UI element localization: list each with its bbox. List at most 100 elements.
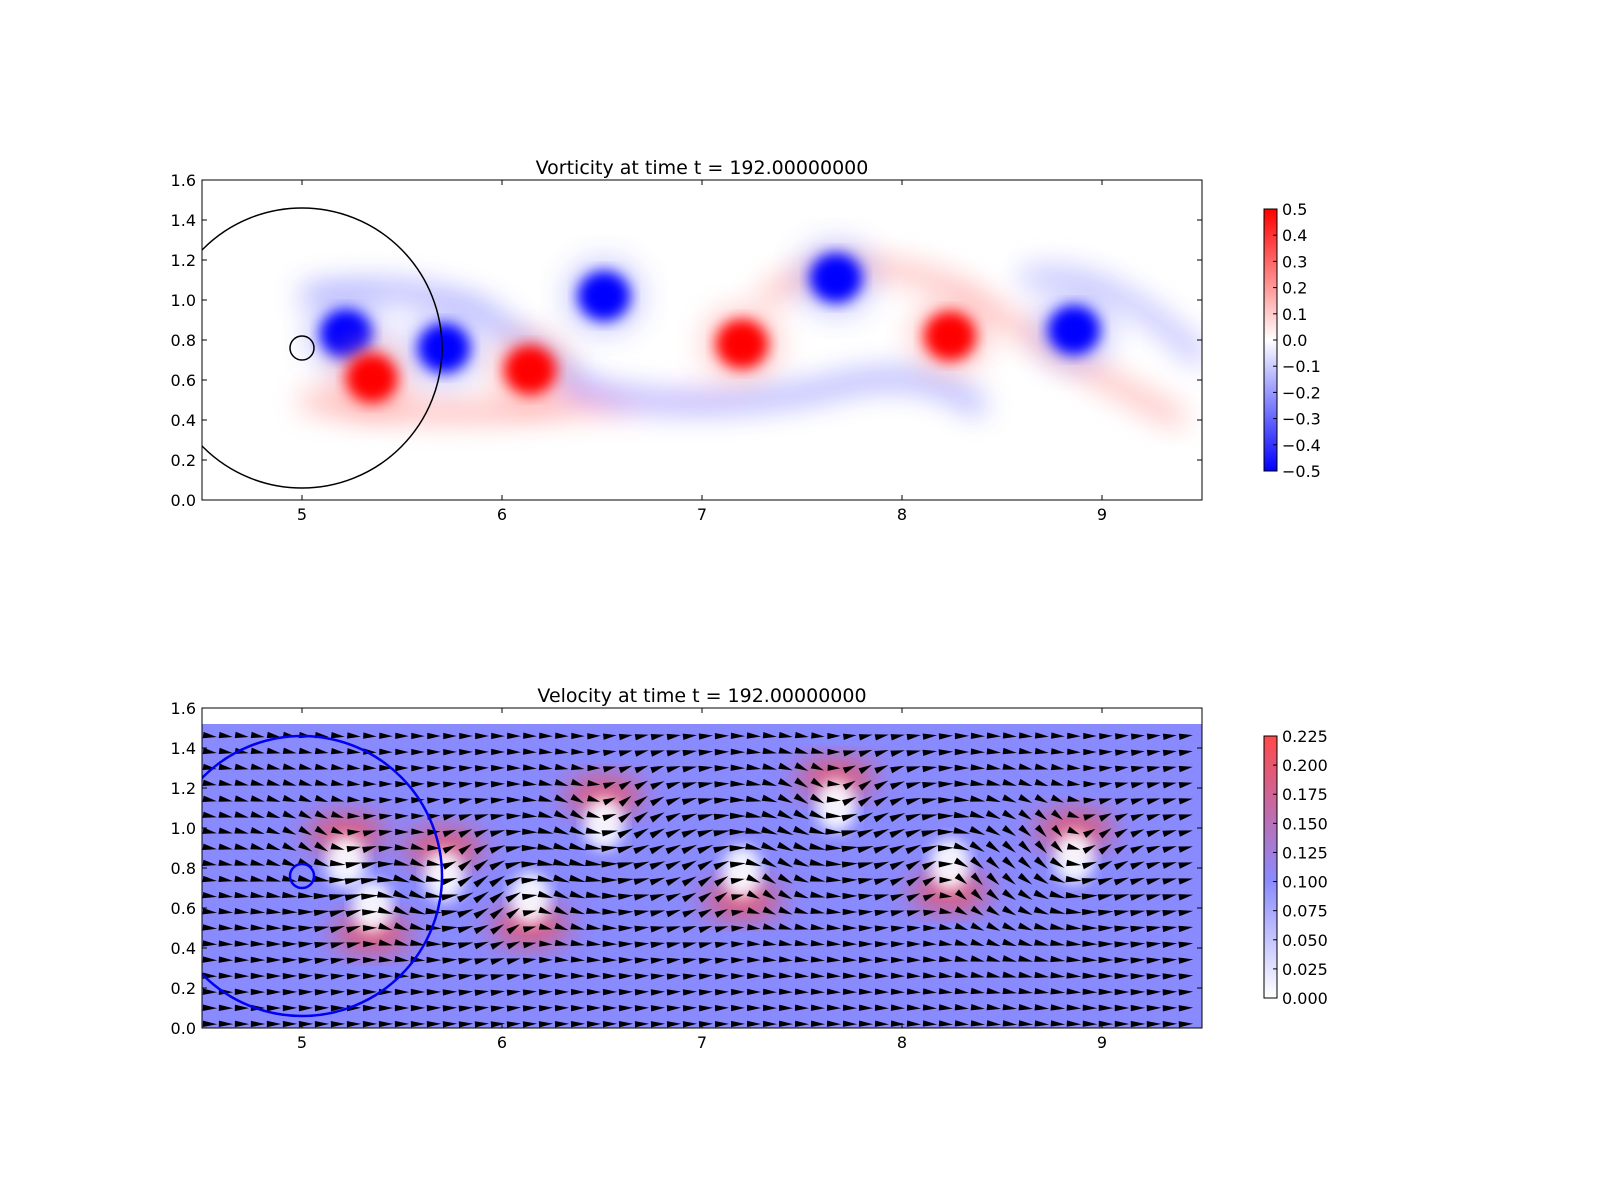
velocity-arrow <box>873 796 889 807</box>
vorticity-xtick-label: 8 <box>897 505 907 524</box>
velocity-arrow <box>506 1005 521 1012</box>
velocity-arrow <box>1082 828 1096 838</box>
velocity-arrow <box>1018 971 1034 978</box>
velocity-arrow <box>1002 809 1017 820</box>
velocity-arrow <box>537 890 554 899</box>
velocity-arrow <box>202 924 218 931</box>
velocity-arrow <box>394 844 410 851</box>
velocity-arrow <box>425 891 443 899</box>
velocity-arrow <box>442 1021 458 1028</box>
velocity-arrow <box>649 893 666 902</box>
velocity-arrow <box>938 765 954 772</box>
velocity-arrow <box>810 940 825 947</box>
velocity-arrow <box>714 926 729 933</box>
velocity-arrow <box>937 813 954 820</box>
velocity-arrow <box>234 924 250 931</box>
velocity-arrow <box>282 940 298 948</box>
velocity-arrow <box>427 781 441 788</box>
velocity-arrow <box>731 988 745 996</box>
velocity-arrow <box>922 733 938 740</box>
velocity-arrow <box>458 989 474 996</box>
velocity-arrow <box>1162 782 1177 789</box>
velocity-arrow <box>314 989 330 996</box>
velocity-arrow <box>1002 938 1017 947</box>
velocity-arrow <box>874 988 889 995</box>
velocity-arrow <box>491 764 505 772</box>
velocity-cbar-tick-label: 0.225 <box>1282 727 1328 746</box>
vorticity-ytick-label: 1.4 <box>171 211 196 230</box>
velocity-arrow <box>682 926 697 934</box>
velocity-arrow <box>1002 987 1018 995</box>
velocity-arrow <box>714 1020 729 1028</box>
velocity-arrow <box>698 925 713 934</box>
velocity-arrow <box>505 846 522 853</box>
velocity-arrow <box>826 1020 841 1027</box>
velocity-arrow <box>553 842 571 851</box>
velocity-arrow <box>1066 972 1082 979</box>
velocity-arrow <box>954 939 969 946</box>
velocity-arrow <box>1082 940 1098 947</box>
velocity-arrow <box>330 957 346 965</box>
velocity-arrow <box>970 955 985 962</box>
velocity-arrow <box>473 924 489 935</box>
velocity-arrow <box>682 973 697 980</box>
velocity-arrow <box>874 734 889 741</box>
velocity-arrow <box>553 890 570 899</box>
velocity-arrow <box>266 826 281 835</box>
velocity-arrow <box>474 1005 490 1012</box>
velocity-arrow <box>426 1021 442 1028</box>
velocity-arrow <box>761 873 777 885</box>
velocity-arrow <box>777 841 794 852</box>
velocity-arrow <box>906 893 921 902</box>
velocity-arrow <box>410 988 426 996</box>
velocity-cbar-tick-label: 0.175 <box>1282 785 1328 804</box>
velocity-arrow <box>298 763 313 770</box>
velocity-arrow <box>1034 824 1047 838</box>
velocity-arrow <box>714 973 729 980</box>
velocity-cbar-tick-label: 0.050 <box>1282 931 1328 950</box>
velocity-arrow <box>1178 830 1193 837</box>
velocity-arrow <box>907 956 921 963</box>
velocity-low-core <box>584 798 624 850</box>
velocity-arrow <box>697 814 714 821</box>
velocity-arrow <box>552 858 571 867</box>
velocity-arrow <box>569 874 587 883</box>
velocity-arrow <box>731 941 745 948</box>
vorticity-xtick-label: 5 <box>297 505 307 524</box>
velocity-arrow <box>1083 748 1097 756</box>
velocity-arrow <box>666 750 681 757</box>
velocity-arrow <box>457 892 474 903</box>
velocity-arrow <box>842 988 857 995</box>
velocity-arrow <box>601 876 619 884</box>
velocity-x-ticks: 5 6 7 8 9 <box>297 708 1107 1052</box>
velocity-arrow <box>1002 856 1016 870</box>
velocity-arrow <box>473 875 489 888</box>
velocity-arrow <box>443 732 457 740</box>
velocity-arrow <box>1130 1004 1146 1012</box>
velocity-arrow <box>1162 1005 1178 1012</box>
velocity-arrow <box>490 781 505 788</box>
velocity-arrow <box>458 814 473 821</box>
velocity-arrow <box>250 731 265 739</box>
velocity-arrow <box>970 1020 986 1027</box>
velocity-arrow <box>1018 840 1032 854</box>
velocity-arrow <box>570 939 585 947</box>
velocity-arrow <box>650 910 666 917</box>
velocity-cbar-tick-label: 0.200 <box>1282 756 1328 775</box>
velocity-arrow <box>1050 748 1065 755</box>
velocity-arrow <box>1065 875 1083 883</box>
velocity-arrow <box>665 797 681 806</box>
velocity-arrow <box>409 858 425 867</box>
velocity-arrow <box>1049 907 1066 914</box>
velocity-arrow <box>521 844 539 852</box>
velocity-arrow <box>714 733 730 740</box>
velocity-arrow <box>698 989 713 996</box>
velocity-arrow <box>281 858 298 867</box>
velocity-arrow <box>379 813 393 820</box>
velocity-arrow <box>473 844 489 855</box>
velocity-arrow <box>473 941 489 950</box>
velocity-arrow <box>953 811 970 819</box>
velocity-arrow <box>282 779 297 786</box>
velocity-arrow <box>266 810 281 819</box>
velocity-arrow <box>666 1021 681 1028</box>
